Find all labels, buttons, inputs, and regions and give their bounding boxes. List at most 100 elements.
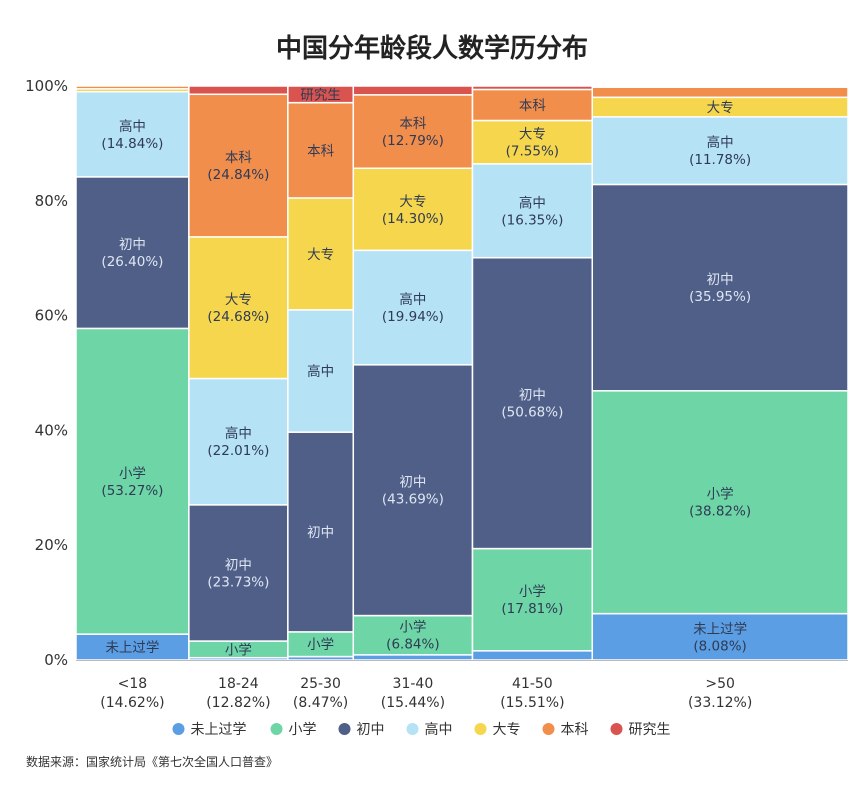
y-tick-label: 20% (35, 536, 68, 554)
data-label: 小学 (225, 642, 252, 658)
bar-segment (75, 176, 190, 330)
data-label: 大专 (707, 100, 734, 116)
bar-column: 小学 初中 高中 大专 本科 研究生 (287, 85, 355, 661)
bar-segment (352, 364, 474, 617)
data-label: 初中(35.95%) (689, 271, 751, 305)
data-label: 初中 (307, 524, 334, 541)
bar-segment (287, 101, 355, 199)
bar-column: 未上过学 小学(53.27%) 初中(26.40%) 高中(14.84%) (75, 85, 190, 661)
x-share-label: (14.62%) (100, 695, 164, 711)
legend-swatch (474, 723, 487, 735)
data-label: 大专(14.30%) (382, 194, 444, 227)
x-share-label: (8.47%) (293, 695, 348, 711)
bar-segment (471, 256, 594, 550)
legend-label: 小学 (289, 722, 317, 738)
data-label: 本科 (519, 98, 546, 114)
legend-item: 未上过学 (172, 722, 247, 738)
bar-segment (287, 631, 355, 658)
data-label: 高中 (307, 363, 334, 380)
y-tick-label: 100% (25, 77, 68, 95)
bar-column: 未上过学(8.08%) 小学(38.82%) 初中(35.95%) 高中(11.78%… (591, 85, 849, 661)
x-tick-label: 18-24 (218, 676, 259, 692)
x-share-label: (15.51%) (500, 695, 564, 711)
data-label: 本科(24.84%) (207, 150, 269, 183)
legend-label: 大专 (493, 722, 521, 738)
bar-segment (188, 236, 289, 380)
x-tick-label: 41-50 (512, 676, 553, 692)
legend-item: 初中 (338, 721, 385, 738)
bar-segment (471, 85, 594, 91)
data-label: 小学(17.81%) (501, 584, 563, 617)
y-tick-label: 60% (35, 307, 68, 325)
y-tick-label: 0% (44, 651, 68, 669)
bar-segment (471, 119, 594, 165)
data-label: 初中(23.73%) (207, 556, 269, 590)
bar-segment (352, 654, 474, 661)
bar-segment (188, 85, 289, 96)
legend-swatch (338, 723, 351, 735)
bar-segment (352, 85, 474, 96)
bar-segment (591, 390, 849, 615)
data-label: 研究生 (300, 87, 341, 103)
legend-swatch (610, 723, 623, 735)
x-tick-label: >50 (705, 676, 735, 692)
legend: 未上过学 小学 初中 高中 大专 本科 研究生 (172, 721, 671, 738)
data-label: 高中(14.84%) (101, 118, 163, 152)
bar-segment (75, 85, 190, 90)
x-tick-label: 31-40 (393, 676, 434, 692)
y-tick-label: 40% (35, 421, 68, 439)
data-label: 小学(53.27%) (101, 466, 163, 499)
chart-title: 中国分年龄段人数学历分布 (276, 33, 588, 64)
data-label: 本科 (307, 143, 334, 159)
bar-segment (591, 86, 849, 99)
y-axis: 0% 20% 40% 60% 80% 100% (25, 77, 68, 669)
x-share-label: (12.82%) (206, 695, 270, 711)
x-tick-label: 25-30 (300, 676, 341, 692)
legend-label: 初中 (357, 721, 385, 738)
bar-segment (471, 650, 594, 661)
data-label: 高中(22.01%) (207, 425, 269, 459)
legend-item: 研究生 (610, 722, 671, 738)
x-share-label: (33.12%) (688, 695, 752, 711)
bar-segment (75, 633, 190, 661)
data-label: 大专 (307, 247, 334, 263)
data-label: 大专(7.55%) (506, 127, 559, 160)
legend-item: 大专 (474, 722, 521, 738)
data-label: 初中(26.40%) (101, 236, 163, 270)
bar-segment (591, 85, 849, 88)
source-note: 数据来源：国家统计局《第七次全国人口普查》 (26, 754, 278, 769)
bar-segment (287, 197, 355, 311)
bar-segment (75, 327, 190, 635)
legend-swatch (172, 723, 185, 735)
bar-segment (352, 614, 474, 656)
bar-segment (591, 183, 849, 392)
data-label: 高中(11.78%) (689, 134, 751, 168)
legend-swatch (542, 723, 555, 735)
legend-item: 高中 (406, 721, 453, 738)
x-axis: <18 (14.62%) 18-24 (12.82%) 25-30 (8.47%) 31-4… (76, 660, 848, 711)
bars: 未上过学 小学(53.27%) 初中(26.40%) 高中(14.84%) 小学 初中(2… (75, 85, 849, 661)
legend-swatch (406, 723, 419, 735)
data-label: 高中(19.94%) (382, 291, 444, 325)
legend-label: 高中 (425, 721, 453, 738)
data-label: 初中(43.69%) (382, 474, 444, 508)
data-label: 初中(50.68%) (501, 387, 563, 421)
data-label: 小学 (307, 637, 334, 653)
data-label: 大专(24.68%) (207, 292, 269, 325)
legend-swatch (270, 723, 283, 735)
bar-segment (188, 504, 289, 642)
legend-label: 本科 (561, 722, 589, 738)
bar-segment (352, 94, 474, 170)
bar-column: 小学 初中(23.73%) 高中(22.01%) 大专(24.68%) 本科(24.84… (188, 85, 289, 661)
bar-segment (287, 431, 355, 633)
data-label: 未上过学 (105, 640, 159, 656)
legend-item: 本科 (542, 722, 589, 738)
data-label: 小学(38.82%) (689, 487, 751, 520)
data-label: 高中(16.35%) (501, 194, 563, 228)
data-label: 本科(12.79%) (382, 116, 444, 149)
legend-label: 未上过学 (191, 722, 247, 738)
bar-column: 小学(6.84%) 初中(43.69%) 高中(19.94%) 大专(14.30%) 本… (352, 85, 474, 661)
legend-item: 小学 (270, 722, 317, 738)
bar-segment (287, 309, 355, 433)
